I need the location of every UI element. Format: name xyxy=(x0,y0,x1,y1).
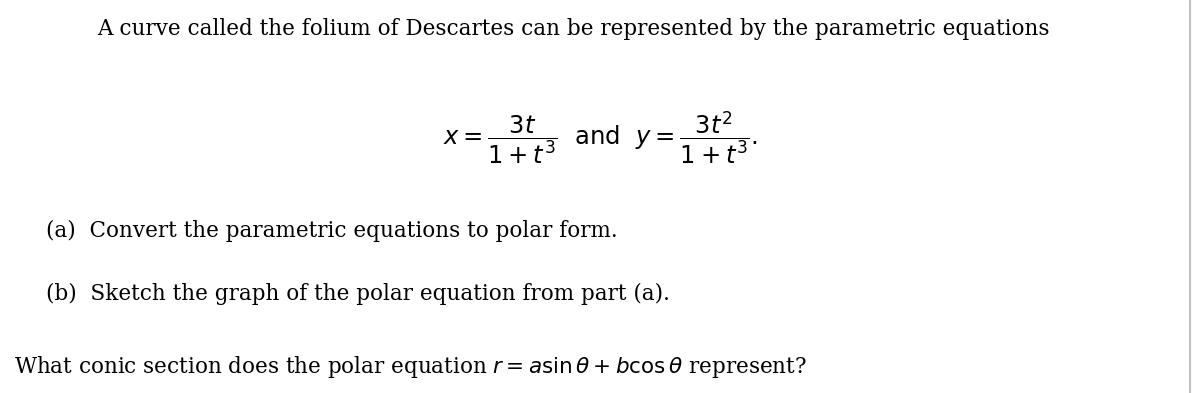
Text: $x = \dfrac{3t}{1+t^3}\ \ \text{and}\ \ y = \dfrac{3t^2}{1+t^3}.$: $x = \dfrac{3t}{1+t^3}\ \ \text{and}\ \ … xyxy=(443,110,757,167)
Text: What conic section does the polar equation $r = a\sin\theta + b\cos\theta$ repre: What conic section does the polar equati… xyxy=(14,354,808,380)
Text: A curve called the folium of Descartes can be represented by the parametric equa: A curve called the folium of Descartes c… xyxy=(97,18,1050,40)
Text: (a)  Convert the parametric equations to polar form.: (a) Convert the parametric equations to … xyxy=(46,220,617,242)
Text: (b)  Sketch the graph of the polar equation from part (a).: (b) Sketch the graph of the polar equati… xyxy=(46,283,670,305)
